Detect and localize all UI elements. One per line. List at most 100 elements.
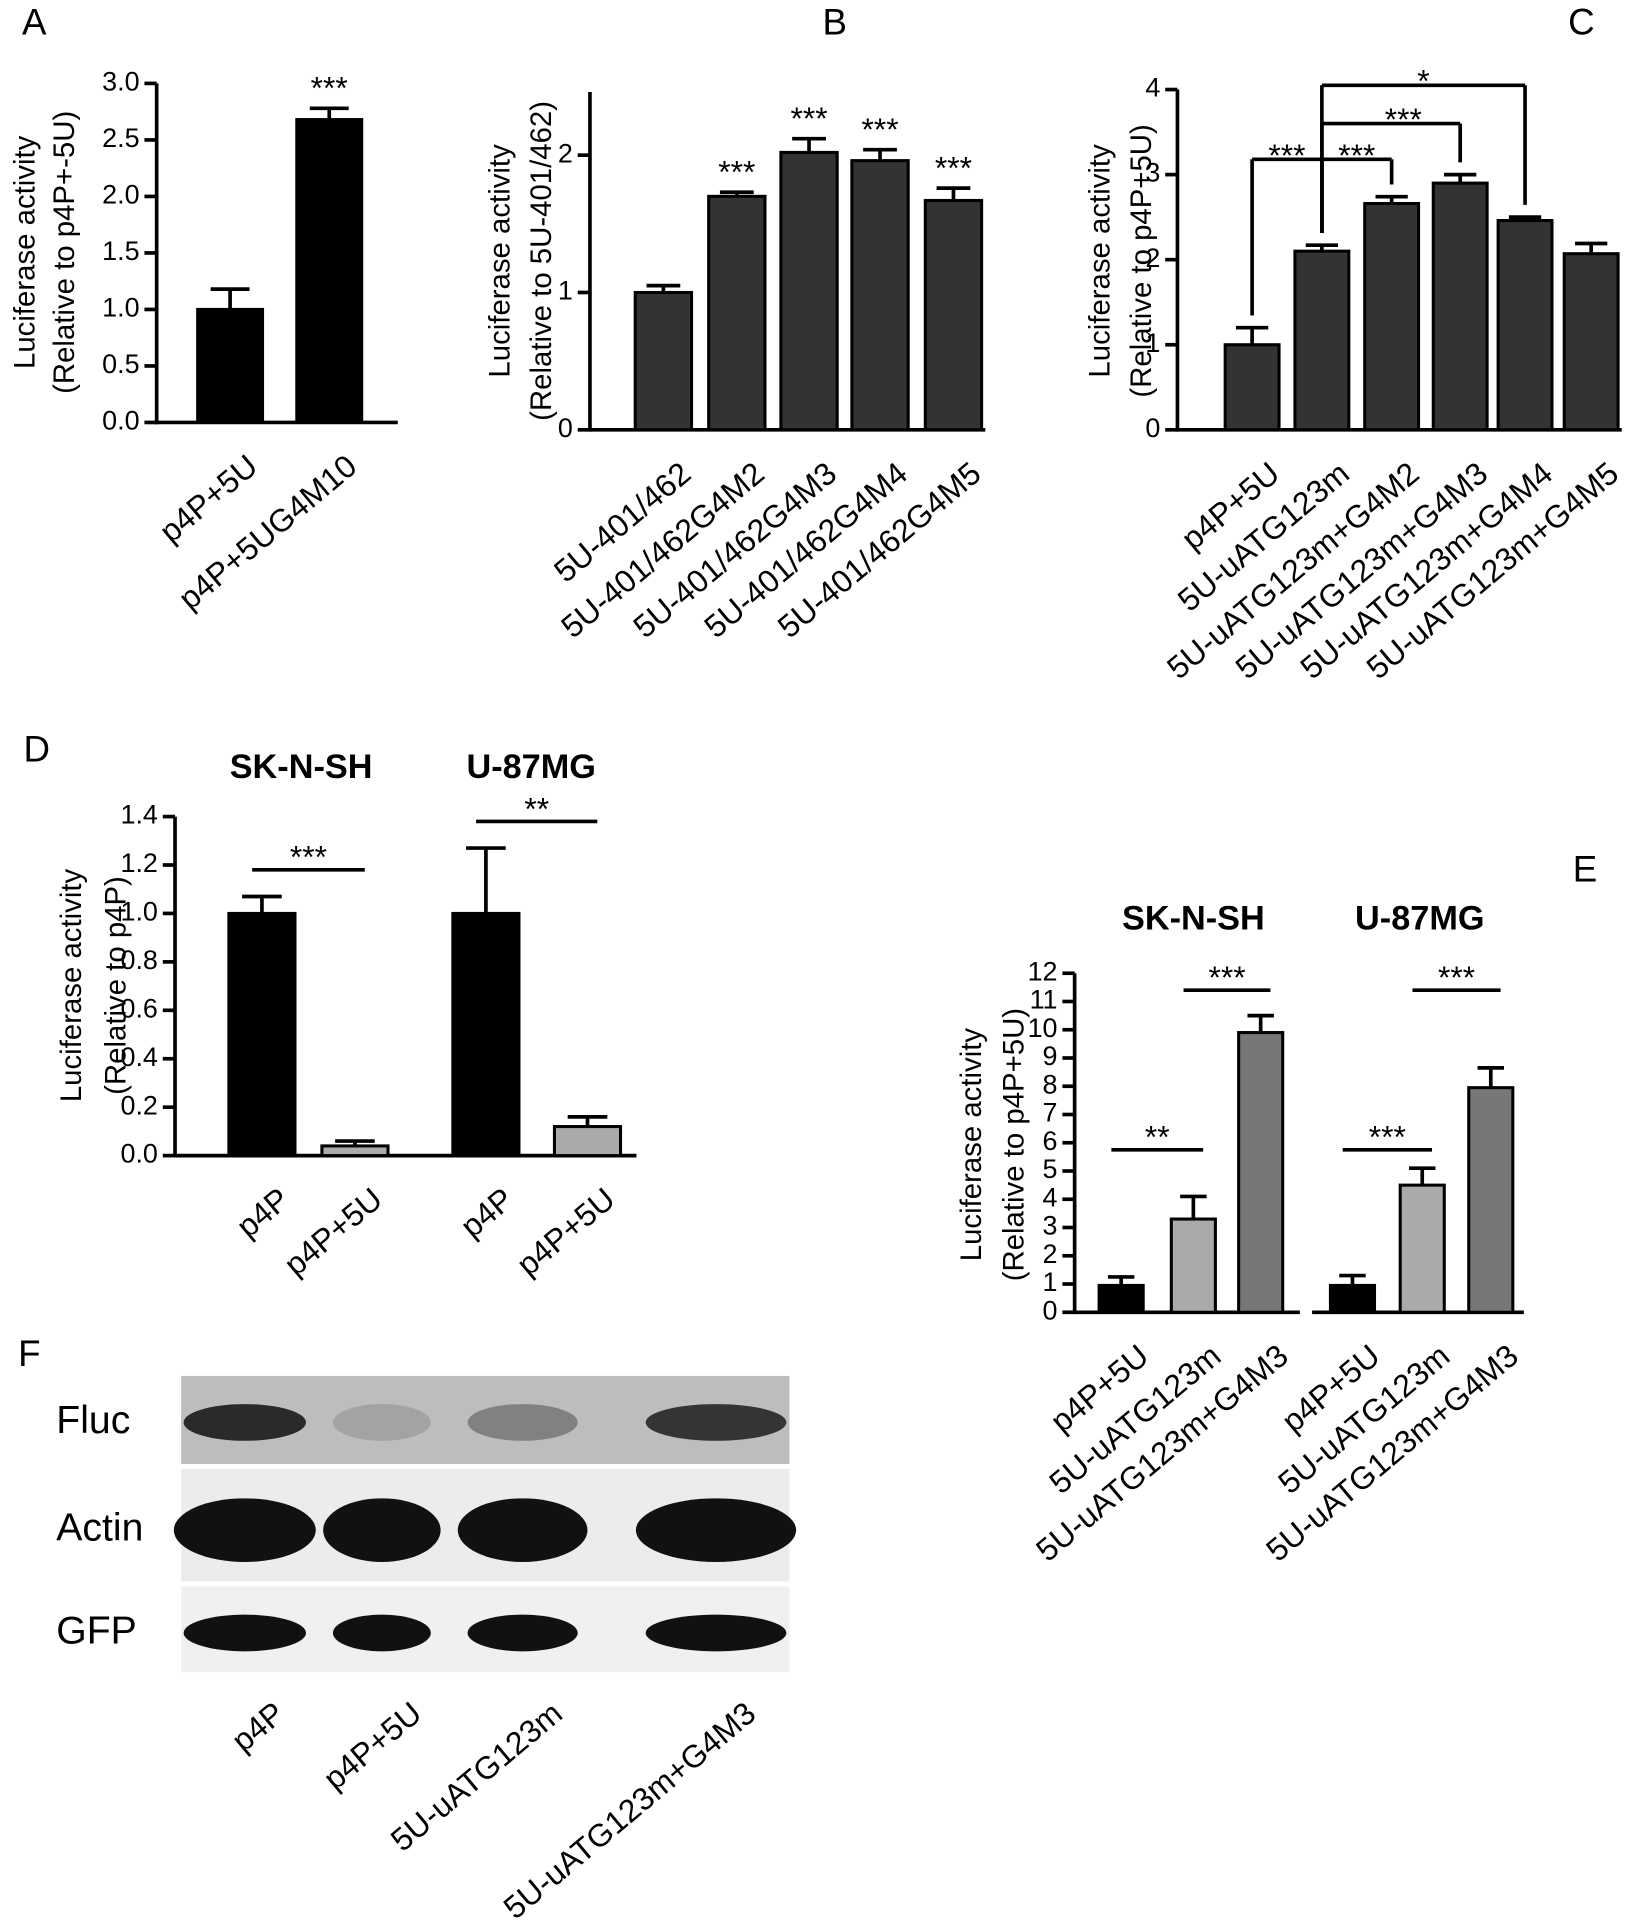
bar <box>227 911 297 1158</box>
group-label: SK-N-SH <box>230 748 373 786</box>
blot-lane-label: p4P <box>225 1695 292 1759</box>
y-tick-label: 7 <box>1043 1098 1058 1128</box>
y-tick-label: 2 <box>1043 1239 1058 1269</box>
x-tick-label: p4P+5U <box>277 1181 389 1283</box>
bar <box>552 1125 623 1158</box>
panel-label: A <box>22 1 47 42</box>
significance: *** <box>1385 101 1422 137</box>
blot-band <box>183 1404 306 1441</box>
x-tick-label: p4P+5UG4M10 <box>172 447 364 616</box>
y-tick-label: 6 <box>1043 1126 1058 1156</box>
y-tick-label: 0 <box>1043 1295 1058 1325</box>
y-axis-title: Luciferase activity <box>1083 144 1116 378</box>
y-tick-label: 9 <box>1043 1041 1058 1071</box>
blot-band <box>332 1404 431 1441</box>
significance: *** <box>290 839 327 875</box>
bar <box>1398 1183 1446 1314</box>
blot-row-label: Actin <box>56 1506 143 1549</box>
y-axis-title: Luciferase activity <box>9 135 42 369</box>
y-tick-label: 2 <box>1145 243 1160 273</box>
y-tick-label: 1 <box>558 276 573 306</box>
y-tick-label: 2 <box>558 138 573 168</box>
y-axis-title: Luciferase activity <box>955 1028 988 1262</box>
y-tick-label: 1.5 <box>102 236 139 266</box>
y-tick-label: 4 <box>1145 73 1160 103</box>
blot-band <box>467 1614 578 1652</box>
bar <box>1431 181 1489 432</box>
bar <box>1363 201 1421 432</box>
blot-band <box>323 1498 441 1562</box>
blot-band <box>457 1498 588 1562</box>
y-tick-label: 2.5 <box>102 123 139 153</box>
bar <box>295 118 364 424</box>
y-axis-title: (Relative to 5U-401/462) <box>525 101 558 421</box>
group-label: SK-N-SH <box>1122 900 1265 938</box>
y-tick-label: 3 <box>1043 1211 1058 1241</box>
blot-band <box>635 1498 797 1562</box>
y-tick-label: 2.0 <box>102 180 139 210</box>
y-tick-label: 0 <box>558 413 573 443</box>
y-tick-label: 0.0 <box>102 406 139 436</box>
y-tick-label: 8 <box>1043 1069 1058 1099</box>
blot-band <box>183 1614 306 1652</box>
y-tick-label: 1.4 <box>120 800 157 830</box>
blot-band <box>173 1498 316 1562</box>
y-tick-label: 5 <box>1043 1154 1058 1184</box>
y-tick-label: 0.4 <box>120 1042 157 1072</box>
y-axis-title: (Relative to p4P+5U) <box>1125 124 1158 397</box>
panel-label: E <box>1573 848 1597 889</box>
bar <box>1237 1031 1285 1314</box>
significance: *** <box>790 100 827 136</box>
panel-label: D <box>23 728 50 769</box>
y-tick-label: 1.2 <box>120 848 157 878</box>
x-tick-label: p4P <box>454 1181 521 1245</box>
y-tick-label: 0.5 <box>102 349 139 379</box>
significance: *** <box>311 69 348 105</box>
y-tick-label: 12 <box>1028 956 1058 986</box>
y-axis-title: (Relative to p4P) <box>99 876 132 1095</box>
bar <box>1562 252 1620 432</box>
blot-band <box>467 1404 578 1441</box>
y-tick-label: 4 <box>1043 1182 1058 1212</box>
y-tick-label: 0.8 <box>120 945 157 975</box>
blot-band <box>645 1614 787 1652</box>
y-tick-label: 0 <box>1145 413 1160 443</box>
bar <box>1293 249 1351 432</box>
panel-label: F <box>18 1333 40 1374</box>
x-tick-label: p4P <box>230 1181 297 1245</box>
y-tick-label: 1 <box>1145 328 1160 358</box>
bar <box>850 159 910 432</box>
significance: *** <box>1338 137 1375 173</box>
y-tick-label: 1.0 <box>102 293 139 323</box>
bar <box>779 150 839 432</box>
bar <box>1496 219 1554 432</box>
blot-band <box>645 1404 787 1441</box>
bar <box>707 194 767 432</box>
panel-label: C <box>1568 1 1595 42</box>
bar <box>633 290 694 432</box>
group-label: U-87MG <box>466 748 595 786</box>
bar <box>1097 1283 1145 1314</box>
bar <box>320 1144 390 1158</box>
bar <box>196 307 265 424</box>
blot-row-label: GFP <box>56 1609 137 1652</box>
y-tick-label: 0.6 <box>120 993 157 1023</box>
bar <box>1328 1283 1377 1314</box>
significance: ** <box>524 790 549 826</box>
y-axis-title: Luciferase activity <box>484 144 517 378</box>
y-tick-label: 10 <box>1028 1013 1058 1043</box>
y-axis-title: (Relative to p4P+5U) <box>998 1008 1031 1281</box>
y-axis-title: (Relative to p4P+-5U) <box>48 111 81 394</box>
y-tick-label: 1 <box>1043 1267 1058 1297</box>
significance: *** <box>1268 137 1305 173</box>
y-tick-label: 11 <box>1030 985 1058 1015</box>
y-tick-label: 3.0 <box>102 67 139 97</box>
blot-band <box>332 1614 431 1652</box>
significance: *** <box>1208 959 1245 995</box>
y-axis-title: Luciferase activity <box>55 868 88 1102</box>
blot-lane-label: p4P+5U <box>316 1695 428 1797</box>
significance: *** <box>861 111 898 147</box>
x-tick-label: p4P+5U <box>510 1181 622 1283</box>
bar <box>451 911 521 1158</box>
